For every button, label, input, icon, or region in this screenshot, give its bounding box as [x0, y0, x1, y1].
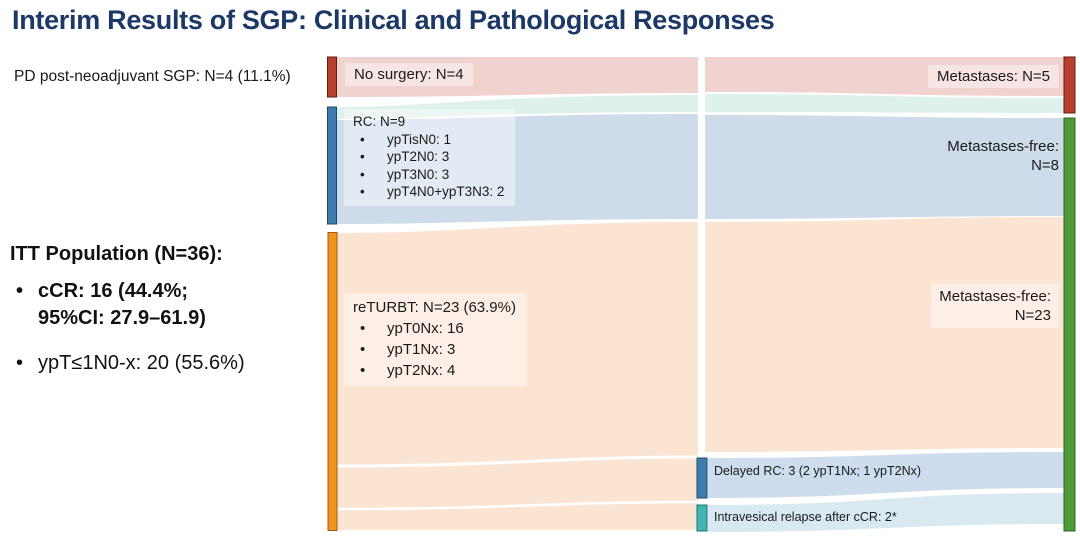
node-bar-rc: [327, 106, 337, 225]
node-bar-delayed-rc: [696, 457, 708, 499]
flow-separator-delayed-rc: [335, 455, 699, 468]
flow-rc-to-metastases-right: [705, 94, 1064, 113]
returbt-item: ypT1Nx: 3: [353, 339, 516, 360]
returbt-pathology-list: ypT0Nx: 16 ypT1Nx: 3 ypT2Nx: 4: [353, 318, 516, 381]
metfree23-line1: Metastases-free:: [939, 288, 1051, 305]
rc-item: ypT3N0: 3: [353, 166, 504, 184]
label-metastases-free-returbt: Metastases-free: N=23: [931, 284, 1059, 328]
label-metastases: Metastases: N=5: [928, 65, 1059, 88]
rc-item: ypT2N0: 3: [353, 148, 504, 166]
itt-ccr-line1: cCR: 16 (44.4%;: [38, 280, 189, 302]
flow-rc-to-metastases: [336, 95, 698, 119]
node-bar-metastases-free: [1063, 117, 1076, 532]
itt-bullet-list: cCR: 16 (44.4%; 95%CI: 27.9–61.9) ypT≤1N…: [10, 278, 325, 377]
flow-returbt-outgoing: [336, 222, 698, 530]
rc-title: RC: N=9: [353, 114, 406, 129]
label-metastases-free-rc: Metastases-free: N=8: [947, 137, 1059, 175]
flow-no-surgery-to-metastases-right: [705, 57, 1064, 96]
returbt-item: ypT2Nx: 4: [353, 360, 516, 381]
metfree8-line1: Metastases-free:: [947, 138, 1059, 155]
node-bar-metastases: [1063, 56, 1076, 114]
metfree23-line2: N=23: [1014, 307, 1051, 324]
node-bar-intravesical: [696, 504, 708, 532]
label-intravesical-relapse: Intravesical relapse after cCR: 2*: [714, 510, 897, 524]
label-rc-block: RC: N=9 ypTisN0: 1 ypT2N0: 3 ypT3N0: 3 y…: [344, 109, 516, 206]
flow-intravesical-band: [708, 493, 1064, 532]
flow-no-surgery-to-metastases: [336, 57, 698, 97]
label-delayed-rc: Delayed RC: 3 (2 ypT1Nx; 1 ypT2Nx): [714, 464, 922, 478]
flow-returbt-to-metastases-free-right: [705, 217, 1064, 452]
flow-rc-to-metastases-free-right: [705, 115, 1064, 219]
itt-heading: ITT Population (N=36):: [10, 243, 223, 265]
slide-title: Interim Results of SGP: Clinical and Pat…: [12, 5, 775, 35]
rc-item: ypTisN0: 1: [353, 131, 504, 149]
itt-population-summary: ITT Population (N=36): cCR: 16 (44.4%; 9…: [10, 243, 325, 377]
returbt-item: ypT0Nx: 16: [353, 318, 516, 339]
itt-ccr-line2: 95%CI: 27.9–61.9): [38, 307, 206, 329]
label-no-surgery: No surgery: N=4: [345, 63, 473, 86]
itt-bullet-ypt: ypT≤1N0-x: 20 (55.6%): [10, 350, 325, 377]
rc-pathology-list: ypTisN0: 1 ypT2N0: 3 ypT3N0: 3 ypT4N0+yp…: [353, 131, 504, 201]
metfree8-line2: N=8: [1031, 157, 1059, 174]
flow-separator-intravesical: [335, 500, 699, 511]
itt-bullet-ccr: cCR: 16 (44.4%; 95%CI: 27.9–61.9): [10, 278, 325, 332]
node-bar-no-surgery: [327, 56, 337, 98]
node-bar-returbt: [327, 232, 338, 531]
rc-item: ypT4N0+ypT3N3: 2: [353, 183, 504, 201]
pd-progression-note: PD post-neoadjuvant SGP: N=4 (11.1%): [14, 68, 291, 85]
returbt-title: reTURBT: N=23 (63.9%): [353, 299, 516, 316]
flow-delayed-rc-band: [708, 452, 1064, 498]
label-returbt-block: reTURBT: N=23 (63.9%) ypT0Nx: 16 ypT1Nx:…: [344, 293, 527, 386]
